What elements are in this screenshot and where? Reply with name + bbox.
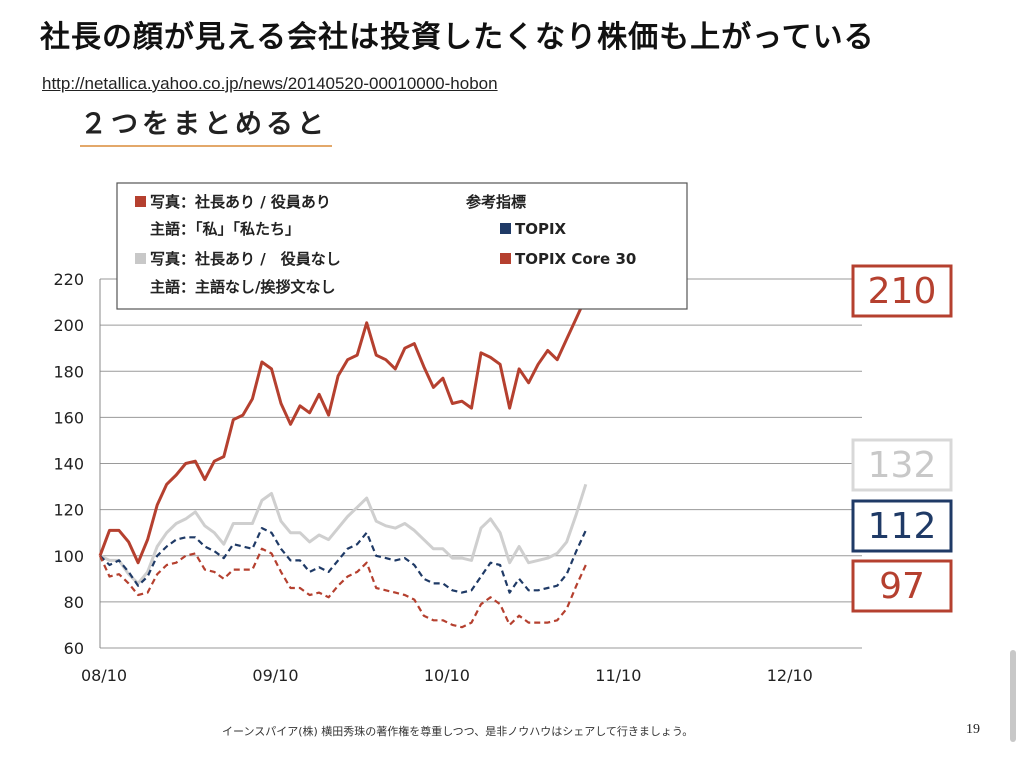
legend-label: 写真：社長あり / 役員あり <box>150 193 331 211</box>
series-layer <box>98 296 588 629</box>
series-line <box>99 483 588 585</box>
x-axis-ticks: 08/10 09/10 10/10 11/10 12/10 <box>81 666 813 685</box>
series-line <box>99 527 587 594</box>
end-label: 132 <box>868 445 937 486</box>
source-link[interactable]: http://netallica.yahoo.co.jp/news/201405… <box>42 74 498 93</box>
y-tick-label: 180 <box>53 362 84 381</box>
y-tick-label: 220 <box>53 270 84 289</box>
end-label: 210 <box>868 271 937 312</box>
y-axis-ticks: 60 80 100 120 140 160 180 200 220 <box>53 270 84 658</box>
legend-label: TOPIX Core 30 <box>515 250 636 268</box>
end-label-box <box>851 264 953 318</box>
x-tick-label: 11/10 <box>595 666 641 685</box>
end-labels: 210 132 112 97 <box>851 264 953 613</box>
series-line <box>99 547 587 629</box>
legend-marker <box>500 223 511 234</box>
x-tick-label: 09/10 <box>252 666 298 685</box>
end-label: 112 <box>868 506 937 547</box>
page-number: 19 <box>966 722 980 737</box>
end-label-box <box>851 559 953 613</box>
series-line <box>98 296 588 565</box>
y-tick-label: 120 <box>53 501 84 520</box>
y-tick-label: 80 <box>64 593 84 612</box>
y-tick-label: 60 <box>64 639 84 658</box>
end-label-box <box>851 499 953 553</box>
x-tick-label: 08/10 <box>81 666 127 685</box>
legend-label: 主語：「私」「私たち」 <box>150 220 300 238</box>
legend-marker <box>135 253 146 264</box>
legend-label: 写真：社長あり / 役員なし <box>150 250 341 268</box>
legend-marker <box>500 253 511 264</box>
x-tick-label: 10/10 <box>424 666 470 685</box>
y-tick-label: 200 <box>53 316 84 335</box>
y-tick-label: 100 <box>53 547 84 566</box>
x-tick-label: 12/10 <box>767 666 813 685</box>
legend-box <box>116 182 688 310</box>
y-tick-label: 160 <box>53 408 84 427</box>
legend-marker <box>135 196 146 207</box>
legend-label: 主語：主語なし/挨拶文なし <box>150 278 335 296</box>
legend-label: TOPIX <box>515 220 567 238</box>
end-label-box <box>851 438 953 492</box>
scrollbar[interactable] <box>1010 650 1016 742</box>
end-label: 97 <box>879 566 925 607</box>
footer-note: イーンスパイア(株) 横田秀珠の著作権を尊重しつつ、是非ノウハウはシェアして行き… <box>222 725 694 738</box>
slide-title: 社長の顔が見える会社は投資したくなり株価も上がっている <box>40 20 875 55</box>
y-tick-label: 140 <box>53 455 84 474</box>
legend-group-header: 参考指標 <box>466 193 526 211</box>
chart-title: ２つをまとめると <box>80 109 328 140</box>
